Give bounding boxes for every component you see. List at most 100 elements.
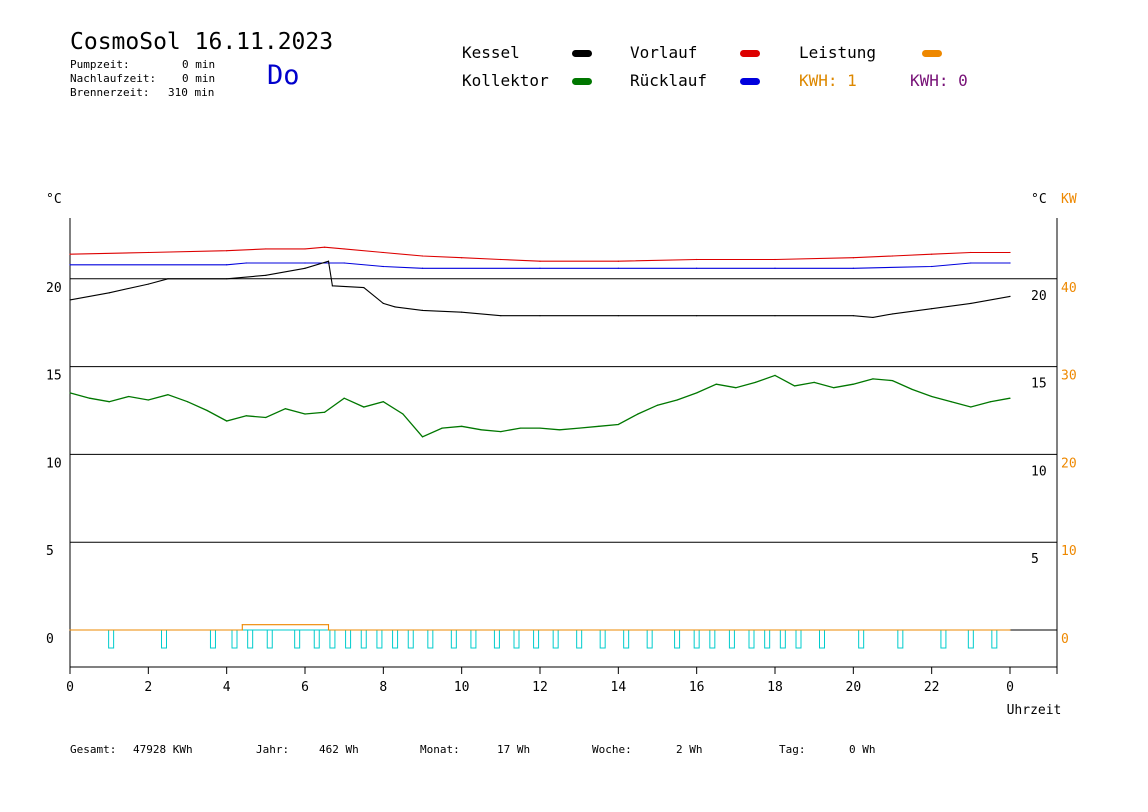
point-ruecklauf-13 <box>970 262 972 264</box>
point-ruecklauf-8 <box>617 267 619 269</box>
point-kollektor-13 <box>323 411 326 413</box>
after-time-label: Nachlaufzeit: <box>70 72 157 85</box>
point-kollektor-19 <box>441 427 443 429</box>
point-kessel-2 <box>147 283 149 285</box>
cyan-pulse-28 <box>728 629 735 649</box>
point-kollektor-29 <box>637 413 639 415</box>
point-kollektor-38 <box>813 381 815 384</box>
footer-total-label: Gesamt: <box>70 743 117 756</box>
y-tick-right-c-5: 5 <box>1031 552 1039 567</box>
cyan-pulse-38 <box>991 629 998 649</box>
cyan-pulse-25 <box>674 629 681 649</box>
legend-kwh-1: KWH: 1 <box>799 71 857 90</box>
cyan-pulse-24 <box>646 629 653 649</box>
point-kollektor-18 <box>421 436 424 438</box>
weekday: Do <box>267 60 300 91</box>
legend-kollektor: Kollektor <box>462 71 549 90</box>
point-ruecklauf-6 <box>421 267 424 269</box>
x-tick-3: 6 <box>301 680 309 695</box>
x-tick-12: 0 <box>1006 680 1014 695</box>
cyan-pulse-1 <box>161 629 167 649</box>
point-kessel-9 <box>363 286 365 289</box>
x-tick-7: 14 <box>611 680 627 695</box>
point-kollektor-15 <box>363 406 365 408</box>
point-kessel-21 <box>891 313 894 315</box>
point-kollektor-12 <box>304 413 306 415</box>
x-tick-10: 20 <box>846 680 862 695</box>
y-tick-left-10: 10 <box>46 456 62 471</box>
point-vorlauf-16 <box>891 255 894 257</box>
cyan-pulse-31 <box>779 629 786 649</box>
after-time-value: 0 min <box>182 72 216 85</box>
point-vorlauf-11 <box>539 260 541 262</box>
point-kollektor-43 <box>911 388 913 391</box>
point-ruecklauf-14 <box>1009 262 1011 264</box>
legend-vorlauf-swatch <box>740 50 760 57</box>
point-kollektor-41 <box>872 378 874 380</box>
point-kollektor-11 <box>284 408 287 410</box>
x-axis-label: Uhrzeit <box>1007 703 1062 718</box>
footer-week-value: 2 Wh <box>676 743 703 756</box>
point-kollektor-23 <box>519 427 522 429</box>
point-kessel-19 <box>852 315 854 317</box>
point-kollektor-26 <box>578 427 580 429</box>
point-kessel-6 <box>304 267 306 269</box>
point-kollektor-4 <box>147 399 149 401</box>
point-kessel-3 <box>167 278 169 280</box>
burner-time-label: Brennerzeit: <box>70 86 150 99</box>
point-leistung-1 <box>241 629 243 631</box>
point-kollektor-21 <box>480 429 482 431</box>
point-vorlauf-3 <box>265 248 267 250</box>
point-kollektor-47 <box>989 401 992 403</box>
point-kollektor-46 <box>970 406 972 408</box>
series-leistung <box>70 624 1010 631</box>
y-tick-right-kw-20: 20 <box>1061 456 1077 471</box>
y-tick-right-kw-0: 0 <box>1061 632 1069 647</box>
point-vorlauf-1 <box>147 251 149 254</box>
point-vorlauf-15 <box>852 257 854 259</box>
point-leistung-2 <box>241 624 243 626</box>
cyan-pulse-18 <box>513 629 520 649</box>
point-leistung-0 <box>69 629 71 631</box>
point-ruecklauf-12 <box>931 265 933 268</box>
point-kollektor-0 <box>69 392 71 394</box>
point-kessel-24 <box>1009 295 1011 297</box>
point-kollektor-8 <box>226 420 228 422</box>
point-kollektor-32 <box>696 392 698 394</box>
x-tick-6: 12 <box>532 680 548 695</box>
point-vorlauf-12 <box>617 260 619 262</box>
cyan-pulse-10 <box>360 629 367 649</box>
point-kollektor-34 <box>735 387 737 389</box>
legend-vorlauf: Vorlauf <box>630 43 698 62</box>
point-ruecklauf-4 <box>343 262 345 264</box>
point-kollektor-39 <box>833 387 835 389</box>
y-tick-right-c-20: 20 <box>1031 289 1047 304</box>
point-ruecklauf-11 <box>852 267 854 269</box>
point-kollektor-3 <box>128 395 130 398</box>
x-tick-8: 16 <box>689 680 705 695</box>
point-kollektor-7 <box>206 409 208 412</box>
cyan-pulse-29 <box>748 629 755 649</box>
point-ruecklauf-9 <box>696 267 698 269</box>
cyan-pulse-20 <box>552 629 559 649</box>
point-kessel-20 <box>872 316 874 319</box>
cyan-pulse-11 <box>376 629 383 649</box>
point-kollektor-45 <box>950 401 952 403</box>
point-kollektor-16 <box>382 401 384 403</box>
point-kollektor-40 <box>852 383 854 385</box>
point-kollektor-24 <box>539 427 541 429</box>
footer-year-value: 462 Wh <box>319 743 359 756</box>
x-tick-2: 4 <box>223 680 231 695</box>
legend-leistung-swatch <box>922 50 942 57</box>
point-kessel-0 <box>69 299 71 301</box>
point-kessel-7 <box>327 260 330 262</box>
point-vorlauf-19 <box>1009 251 1011 254</box>
point-kessel-10 <box>382 302 384 304</box>
point-ruecklauf-0 <box>69 264 71 266</box>
y-tick-left-20: 20 <box>46 281 62 296</box>
x-tick-4: 8 <box>379 680 387 695</box>
point-kollektor-17 <box>402 413 404 415</box>
point-kessel-15 <box>539 315 541 317</box>
cyan-pulse-17 <box>493 629 500 649</box>
pump-time-label: Pumpzeit: <box>70 58 130 71</box>
